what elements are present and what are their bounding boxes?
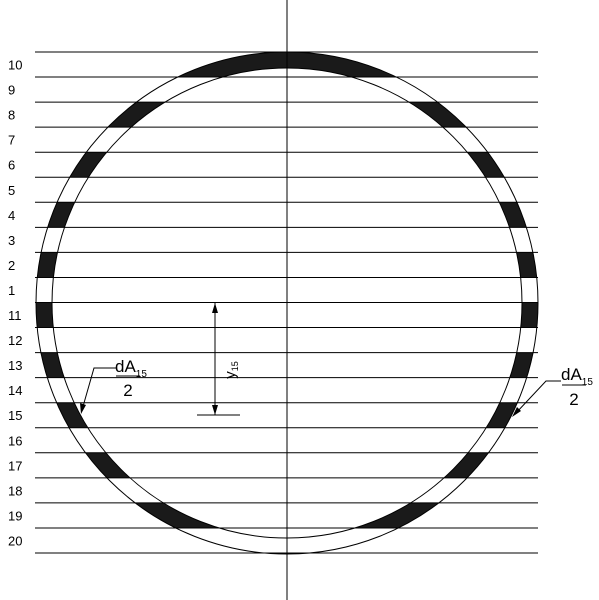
right-fraction-numerator: dA	[561, 365, 582, 384]
row-label: 8	[8, 108, 15, 123]
row-label: 13	[8, 358, 22, 373]
dimension-symbol: y	[222, 371, 239, 379]
row-label: 1	[8, 283, 15, 298]
row-label: 18	[8, 483, 22, 498]
svg-text:dA15: dA15	[561, 365, 593, 388]
dimension-arrow-bottom	[212, 405, 218, 415]
row-label: 14	[8, 383, 22, 398]
left-fraction-numerator: dA	[115, 357, 136, 376]
row-label: 12	[8, 333, 22, 348]
row-label: 3	[8, 233, 15, 248]
row-label: 6	[8, 158, 15, 173]
row-label: 16	[8, 433, 22, 448]
row-label: 19	[8, 508, 22, 523]
row-label: 10	[8, 58, 22, 73]
left-fraction-denominator: 2	[123, 381, 132, 400]
right-area-annotation: dA15 2	[512, 365, 593, 417]
row-label: 9	[8, 83, 15, 98]
row-label: 15	[8, 408, 22, 423]
right-leader-arrow	[512, 407, 521, 417]
left-leader-line	[81, 367, 117, 411]
right-fraction-denominator: 2	[569, 390, 578, 409]
svg-text:dA15: dA15	[115, 357, 147, 380]
row-label: 7	[8, 133, 15, 148]
row-label: 17	[8, 458, 22, 473]
row-label: 11	[8, 308, 22, 323]
row-label: 5	[8, 183, 15, 198]
svg-text:y15: y15	[222, 361, 240, 379]
dimension-arrow-top	[212, 303, 218, 313]
left-area-annotation: dA15 2	[80, 357, 147, 414]
right-leader-line	[515, 380, 561, 414]
left-leader-arrow	[80, 403, 86, 414]
dimension-y15: y15	[197, 303, 240, 416]
row-label: 4	[8, 208, 15, 223]
dimension-subscript: 15	[230, 361, 240, 371]
right-fraction-subscript: 15	[582, 377, 594, 388]
left-fraction-subscript: 15	[136, 369, 148, 380]
row-label: 2	[8, 258, 15, 273]
row-label: 20	[8, 533, 22, 548]
